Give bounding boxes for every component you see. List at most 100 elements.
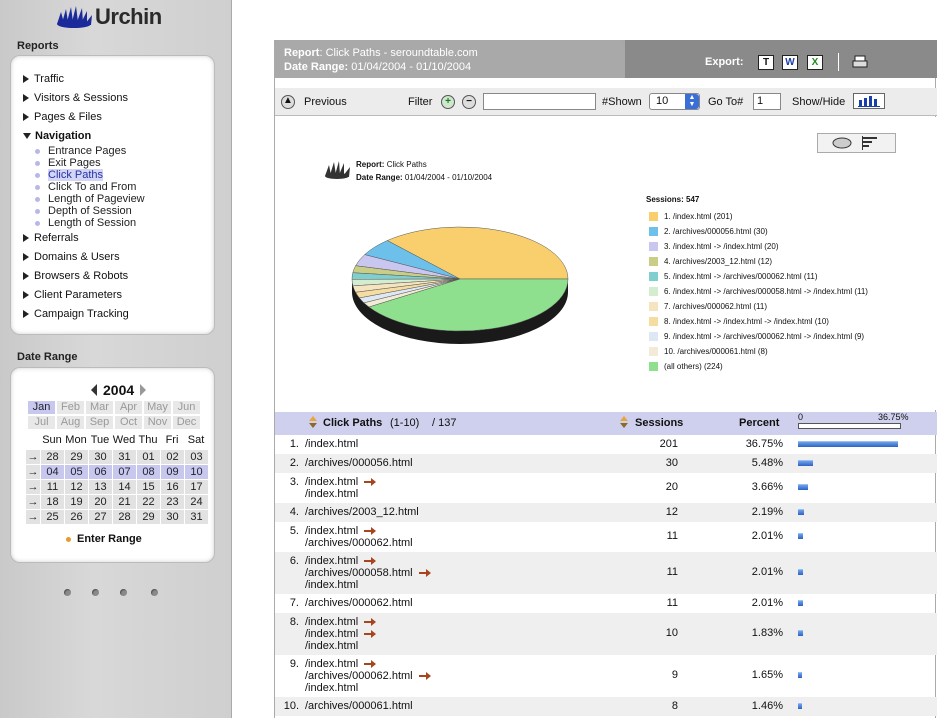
next-year-icon[interactable]: [140, 384, 147, 396]
path-step[interactable]: /index.html: [305, 616, 377, 628]
sub-click-paths[interactable]: Click Paths: [35, 169, 104, 181]
path-link[interactable]: /index.html: [305, 476, 359, 488]
calendar-day[interactable]: 29: [137, 510, 160, 524]
col-sessions[interactable]: Sessions: [635, 417, 684, 429]
path-link[interactable]: /archives/000062.html: [305, 670, 413, 682]
path-link[interactable]: /index.html: [305, 555, 359, 567]
path-link[interactable]: /index.html: [305, 488, 359, 500]
path-step[interactable]: /archives/000062.html: [305, 670, 431, 682]
path-link[interactable]: /archives/000062.html: [305, 597, 413, 609]
calendar-day[interactable]: 25: [41, 510, 64, 524]
path-step[interactable]: /index.html: [305, 628, 377, 640]
path-link[interactable]: /index.html: [305, 658, 359, 670]
col-click-paths[interactable]: Click Paths: [323, 417, 383, 429]
bar-toggle-icon[interactable]: [862, 136, 880, 150]
previous-arrow-icon[interactable]: ▲: [281, 95, 295, 109]
nav-browsers-robots[interactable]: Browsers & Robots: [23, 270, 128, 282]
path-link[interactable]: /index.html: [305, 525, 359, 537]
path-link[interactable]: /archives/2003_12.html: [305, 506, 419, 518]
path-step[interactable]: /index.html: [305, 476, 377, 488]
path-link[interactable]: /index.html: [305, 438, 359, 450]
calendar-day[interactable]: 01: [137, 450, 160, 464]
month-jul[interactable]: Jul: [28, 416, 55, 429]
select-week-arrow-icon[interactable]: →: [26, 510, 40, 524]
calendar-day[interactable]: 15: [137, 480, 160, 494]
path-step[interactable]: /archives/000056.html: [305, 457, 413, 469]
nav-domains-users[interactable]: Domains & Users: [23, 251, 120, 263]
calendar-day[interactable]: 19: [65, 495, 88, 509]
path-link[interactable]: /index.html: [305, 579, 359, 591]
path-step[interactable]: /archives/000062.html: [305, 537, 413, 549]
calendar-day[interactable]: 02: [161, 450, 184, 464]
path-link[interactable]: /archives/000061.html: [305, 700, 413, 712]
calendar-day[interactable]: 16: [161, 480, 184, 494]
sub-length-session[interactable]: Length of Session: [35, 217, 136, 229]
month-may[interactable]: May: [144, 401, 171, 414]
filter-add-icon[interactable]: +: [441, 95, 455, 109]
export-excel-icon[interactable]: X: [807, 55, 823, 70]
calendar-day[interactable]: 31: [113, 450, 136, 464]
path-step[interactable]: /index.html: [305, 640, 358, 652]
pie-toggle-icon[interactable]: [832, 137, 852, 149]
sort-icon[interactable]: [620, 416, 628, 431]
calendar-day[interactable]: 22: [137, 495, 160, 509]
calendar-day[interactable]: 13: [89, 480, 112, 494]
month-oct[interactable]: Oct: [115, 416, 142, 429]
select-week-arrow-icon[interactable]: →: [26, 450, 40, 464]
month-dec[interactable]: Dec: [173, 416, 200, 429]
calendar-day[interactable]: 06: [89, 465, 112, 479]
calendar-day[interactable]: 26: [65, 510, 88, 524]
select-week-arrow-icon[interactable]: →: [26, 495, 40, 509]
path-link[interactable]: /archives/000062.html: [305, 537, 413, 549]
path-step[interactable]: /archives/000062.html: [305, 597, 413, 609]
month-sep[interactable]: Sep: [86, 416, 113, 429]
sort-icon[interactable]: [309, 416, 317, 431]
print-icon[interactable]: [852, 55, 868, 69]
nav-campaign-tracking[interactable]: Campaign Tracking: [23, 308, 129, 320]
showhide-button[interactable]: [853, 93, 885, 109]
nav-traffic[interactable]: Traffic: [23, 73, 64, 85]
month-aug[interactable]: Aug: [57, 416, 84, 429]
calendar-day[interactable]: 03: [185, 450, 208, 464]
calendar-day[interactable]: 21: [113, 495, 136, 509]
sub-click-to-from[interactable]: Click To and From: [35, 181, 136, 193]
enter-range-button[interactable]: Enter Range: [66, 533, 142, 545]
select-week-arrow-icon[interactable]: →: [26, 480, 40, 494]
sub-length-pageview[interactable]: Length of Pageview: [35, 193, 145, 205]
filter-remove-icon[interactable]: −: [462, 95, 476, 109]
nav-client-parameters[interactable]: Client Parameters: [23, 289, 122, 301]
path-step[interactable]: /index.html: [305, 658, 377, 670]
prev-year-icon[interactable]: [91, 384, 97, 396]
nav-referrals[interactable]: Referrals: [23, 232, 79, 244]
path-link[interactable]: /archives/000056.html: [305, 457, 413, 469]
path-step[interactable]: /index.html: [305, 579, 358, 591]
calendar-day[interactable]: 17: [185, 480, 208, 494]
calendar-day[interactable]: 23: [161, 495, 184, 509]
month-jan[interactable]: Jan: [28, 401, 55, 414]
calendar-day[interactable]: 12: [65, 480, 88, 494]
calendar-day[interactable]: 08: [137, 465, 160, 479]
calendar-day[interactable]: 24: [185, 495, 208, 509]
goto-input[interactable]: 1: [753, 93, 781, 110]
calendar-day[interactable]: 09: [161, 465, 184, 479]
nav-pages-files[interactable]: Pages & Files: [23, 111, 102, 123]
urchin-logo[interactable]: Urchin: [55, 4, 162, 30]
calendar-day[interactable]: 20: [89, 495, 112, 509]
calendar-day[interactable]: 27: [89, 510, 112, 524]
path-link[interactable]: /index.html: [305, 616, 359, 628]
calendar-day[interactable]: 05: [65, 465, 88, 479]
calendar-day[interactable]: 10: [185, 465, 208, 479]
path-link[interactable]: /index.html: [305, 640, 359, 652]
graph-toggle[interactable]: [817, 133, 896, 153]
sub-entrance-pages[interactable]: Entrance Pages: [35, 145, 126, 157]
path-step[interactable]: /index.html: [305, 488, 358, 500]
calendar-day[interactable]: 11: [41, 480, 64, 494]
sub-depth-session[interactable]: Depth of Session: [35, 205, 132, 217]
calendar-day[interactable]: 28: [41, 450, 64, 464]
calendar-day[interactable]: 30: [89, 450, 112, 464]
path-step[interactable]: /archives/000061.html: [305, 700, 413, 712]
filter-input[interactable]: [483, 93, 596, 110]
calendar-day[interactable]: 31: [185, 510, 208, 524]
path-step[interactable]: /index.html: [305, 525, 377, 537]
calendar-day[interactable]: 07: [113, 465, 136, 479]
